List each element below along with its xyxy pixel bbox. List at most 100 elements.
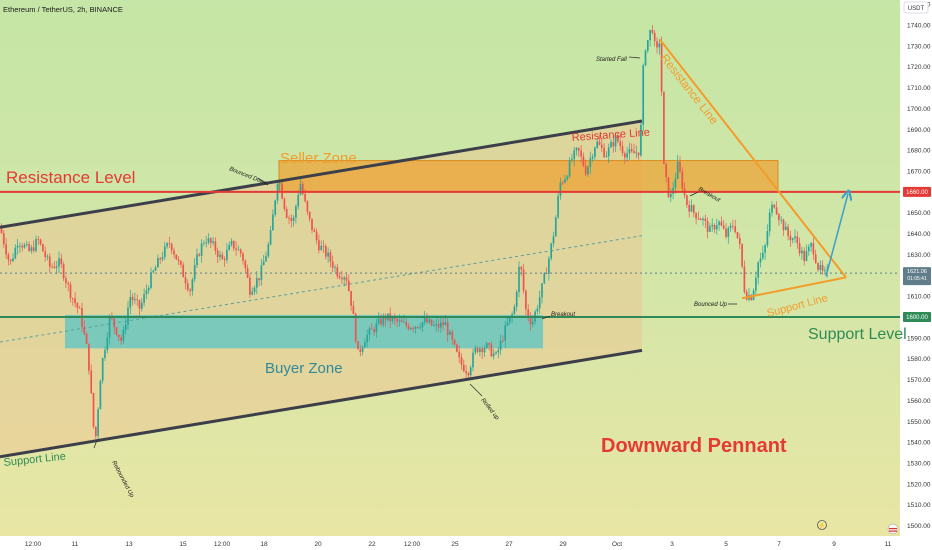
resistance-line-label: Resistance Line	[571, 127, 650, 144]
rolled-up-arrow	[469, 383, 483, 397]
candle-body	[761, 252, 764, 259]
candle-body	[784, 226, 787, 231]
candle-body	[603, 147, 605, 157]
candle-body	[407, 325, 410, 330]
candle-body	[19, 245, 21, 247]
candle-body	[138, 300, 141, 309]
pennant-resistance-line[interactable]	[659, 39, 847, 279]
price-tick-label: 1510.00	[907, 502, 931, 509]
candle-body	[483, 348, 486, 353]
candle-body	[541, 283, 543, 298]
candle-body	[568, 160, 571, 177]
candle-body	[28, 243, 30, 251]
price-tick-label: 1720.00	[907, 64, 931, 71]
candle-body	[573, 150, 576, 160]
candle-body	[382, 315, 385, 325]
candle-body	[12, 258, 14, 262]
candle-body	[255, 278, 258, 288]
breakout-2-arrow	[689, 191, 699, 197]
candle-body	[472, 352, 474, 368]
candle-body	[778, 214, 780, 221]
plot-background	[0, 0, 900, 536]
candle-body	[508, 316, 511, 323]
candle-body	[285, 208, 288, 218]
candle-body	[690, 205, 693, 212]
channel-upper-line[interactable]	[0, 119, 643, 229]
candle-body	[48, 256, 51, 267]
candle-body	[773, 204, 776, 208]
candle-body	[308, 211, 311, 219]
candle-body	[485, 343, 488, 349]
candle-body	[695, 212, 697, 219]
price-tick-label: 1670.00	[907, 169, 931, 176]
candle-body	[552, 236, 555, 244]
price-tick-label: 1610.00	[907, 294, 931, 301]
candle-body	[768, 212, 771, 232]
candle-body	[203, 242, 205, 244]
candle-body	[559, 182, 562, 196]
current-price-tag-countdown: 01:05:41	[907, 276, 927, 282]
breakout-1-arrow	[541, 315, 551, 320]
candle-body	[258, 278, 260, 281]
support-price-tag-text: 1600.00	[906, 315, 928, 321]
candle-body	[589, 158, 592, 167]
candle-body	[548, 258, 550, 274]
time-tick-label: 3	[670, 541, 674, 548]
candle-body	[161, 257, 164, 260]
resistance-price-tag-text: 1660.00	[906, 190, 928, 196]
candle-body	[99, 380, 102, 410]
candle-body	[433, 325, 435, 327]
candle-body	[101, 358, 104, 381]
candle-body	[336, 267, 339, 277]
channel-lower-line[interactable]	[0, 348, 643, 459]
candle-body	[667, 177, 670, 198]
candle-body	[686, 195, 688, 205]
candle-body	[780, 219, 783, 221]
candle-body	[122, 329, 125, 341]
candle-body	[83, 326, 86, 334]
pennant-support-line[interactable]	[741, 276, 847, 300]
candle-body	[9, 259, 12, 262]
candle-body	[663, 91, 665, 165]
time-axis[interactable]: 12:00 11 13 15 12:00 18 20 22 12:00 25 27 29 Oct 3 5 7 9…	[25, 541, 892, 548]
support-level-text: Support Level	[808, 326, 907, 343]
candle-body	[456, 344, 458, 352]
buyer-zone-box[interactable]	[65, 314, 543, 349]
candle-body	[350, 290, 352, 306]
price-tick-label: 1540.00	[907, 440, 931, 447]
candle-body	[798, 243, 801, 254]
bounced-up-note: Bounced Up	[694, 302, 728, 308]
time-tick-label: 27	[505, 541, 513, 548]
time-tick-label: 11	[72, 541, 79, 548]
candle-body	[817, 262, 819, 270]
symbol-title: Ethereum / TetherUS, 2h, BINANCE	[3, 5, 123, 14]
price-tick-label: 1700.00	[907, 106, 931, 113]
candle-body	[311, 218, 313, 231]
candle-body	[329, 252, 332, 262]
seller-zone-box[interactable]	[278, 160, 779, 193]
candle-body	[35, 238, 37, 251]
replay-icon[interactable]: ⚡	[817, 520, 827, 530]
price-tick-label: 1640.00	[907, 231, 931, 238]
candle-body	[669, 193, 672, 198]
bounced-down-arrow	[257, 177, 269, 186]
candle-body	[191, 279, 194, 292]
candle-body	[223, 259, 226, 261]
price-tick-label: 1580.00	[907, 356, 931, 363]
candle-body	[766, 231, 769, 246]
candle-body	[796, 236, 799, 244]
svg-text:⚡: ⚡	[818, 522, 825, 530]
candle-body	[598, 141, 601, 145]
candle-body	[729, 225, 732, 228]
candle-body	[803, 250, 806, 261]
candle-body	[564, 179, 566, 183]
candle-body	[699, 218, 702, 221]
time-tick-label: 5	[724, 541, 728, 548]
candle-body	[607, 147, 610, 157]
candle-body	[301, 184, 304, 194]
candle-body	[794, 236, 796, 239]
candle-body	[60, 258, 63, 265]
candle-body	[430, 319, 433, 326]
candle-body	[750, 295, 753, 301]
